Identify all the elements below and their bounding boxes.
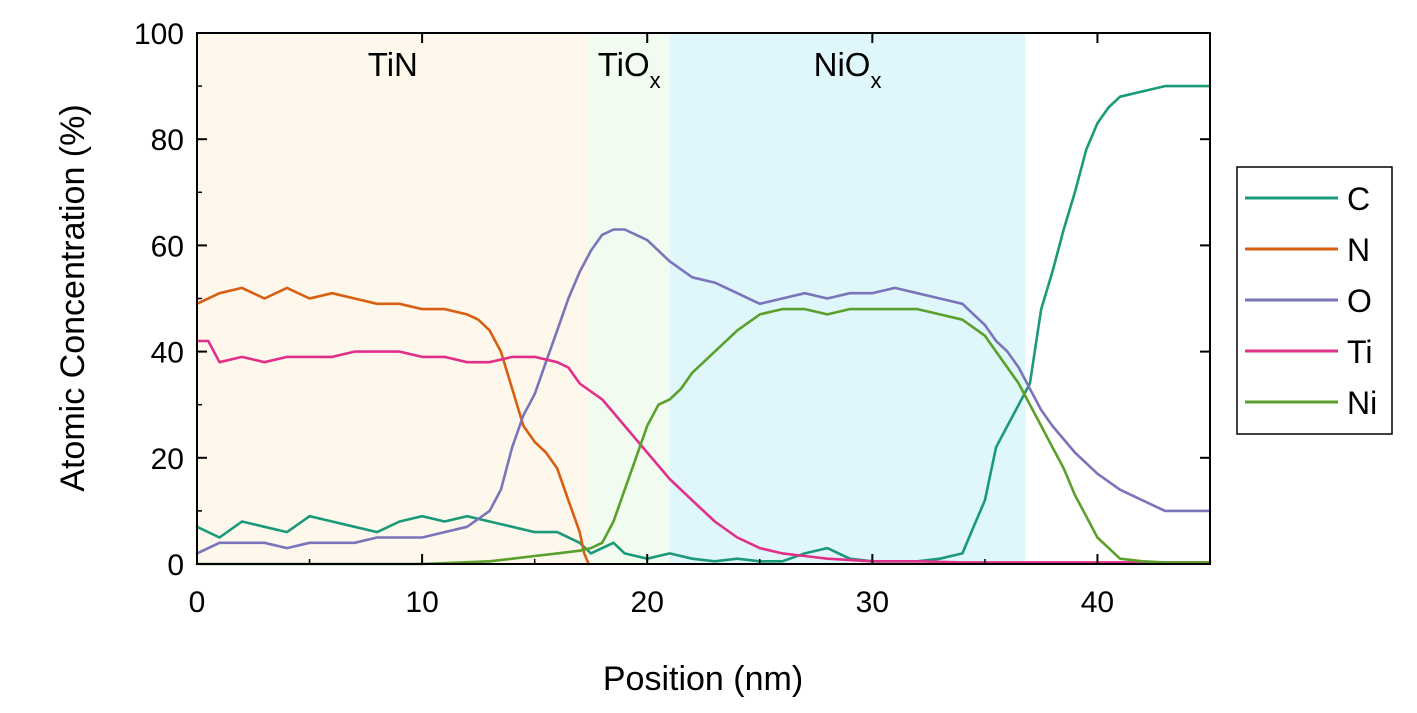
region-backgrounds bbox=[197, 33, 1026, 564]
y-axis-title: Atomic Concentration (%) bbox=[54, 104, 92, 491]
axis-ticks: 0 10 20 30 40 0 20 40 60 80 100 bbox=[134, 18, 1210, 619]
x-tick-label: 30 bbox=[856, 586, 889, 619]
region-label: TiOx bbox=[598, 46, 661, 93]
legend-label-n: N bbox=[1347, 232, 1370, 268]
x-axis-title: Position (nm) bbox=[603, 660, 803, 698]
series-line-o bbox=[195, 228, 1212, 555]
region-band bbox=[588, 33, 670, 564]
legend-items: CNO Ti Ni bbox=[1245, 181, 1377, 421]
x-tick-label: 20 bbox=[631, 586, 664, 619]
region-label: TiN bbox=[368, 46, 418, 83]
y-tick-label: 80 bbox=[151, 124, 184, 157]
x-tick-label: 10 bbox=[405, 586, 438, 619]
y-tick-label: 40 bbox=[151, 337, 184, 370]
legend-label-ti: Ti bbox=[1347, 334, 1372, 370]
x-tick-label: 0 bbox=[189, 586, 206, 619]
y-tick-label: 20 bbox=[151, 443, 184, 476]
series-line-ti bbox=[195, 339, 1212, 564]
y-tick-label: 100 bbox=[134, 18, 184, 51]
region-label-subscript: x bbox=[650, 68, 661, 93]
legend-label-ni: Ni bbox=[1347, 385, 1377, 421]
y-tick-label: 60 bbox=[151, 230, 184, 263]
region-band bbox=[669, 33, 1026, 564]
legend: CNO Ti Ni bbox=[1236, 166, 1393, 435]
y-tick-label: 0 bbox=[167, 549, 184, 582]
series-line-n bbox=[195, 286, 591, 566]
series-line-ni bbox=[195, 307, 1212, 566]
region-labels: TiN TiOx NiOx bbox=[368, 46, 882, 93]
region-band bbox=[197, 33, 589, 564]
legend-label-o: O bbox=[1347, 283, 1372, 319]
region-label-subscript: x bbox=[870, 68, 881, 93]
region-label: NiOx bbox=[814, 46, 882, 93]
legend-label-c: C bbox=[1347, 181, 1370, 217]
x-tick-label: 40 bbox=[1081, 586, 1114, 619]
